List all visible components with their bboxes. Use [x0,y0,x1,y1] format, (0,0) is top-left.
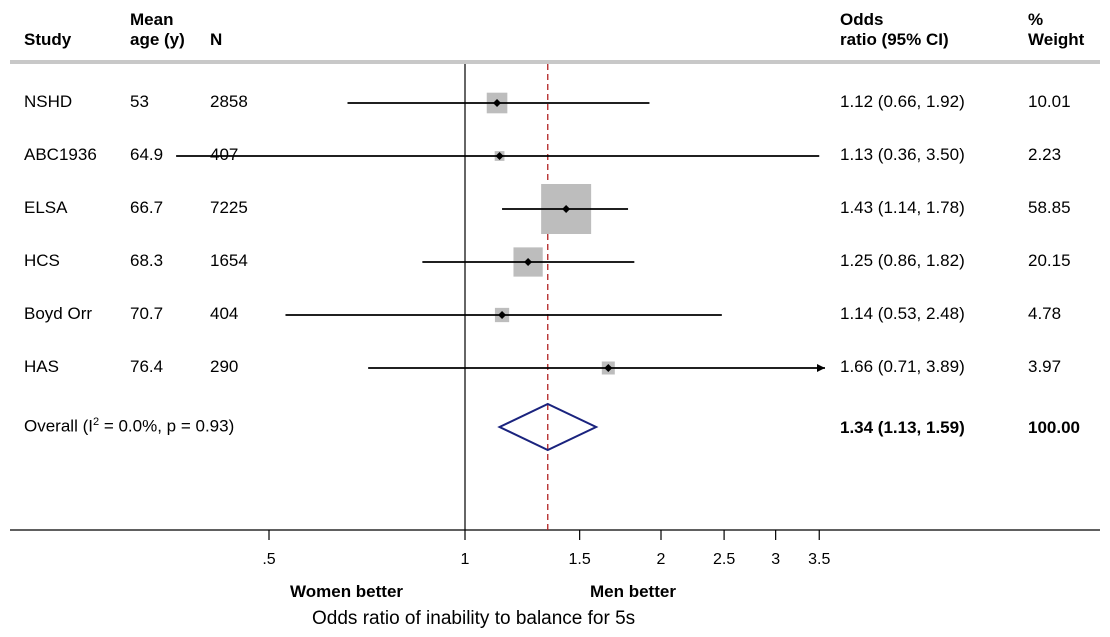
study-name: HCS [24,251,60,270]
x-tick-label: 3.5 [808,551,831,568]
study-n: 404 [210,304,239,323]
study-point-estimate [604,364,613,372]
x-tick-label: 2 [656,551,666,568]
study-or-ci: 1.14 (0.53, 2.48) [840,304,965,323]
study-weight: 20.15 [1028,251,1071,270]
study-weight: 10.01 [1028,92,1071,111]
x-tick-label: 1.5 [568,551,591,568]
overall-label-superscript: 2 [92,416,100,428]
x-tick-label: 2.5 [712,551,736,568]
study-weight: 58.85 [1028,198,1071,217]
x-tick-label: 3 [771,551,781,568]
study-mean-age: 66.7 [130,198,164,217]
men-better-label: Men better [590,582,676,601]
study-point-estimate [562,205,571,213]
overall-or-ci: 1.34 (1.13, 1.59) [840,418,965,437]
study-name: Boyd Orr [24,304,93,323]
study-weight: 4.78 [1028,304,1062,323]
study-point-estimate [524,258,533,266]
study-name: HAS [24,357,59,376]
header-odds-ratio-line1: Odds [840,10,884,29]
study-n: 407 [210,145,239,164]
study-point-estimate [493,99,502,107]
header-study: Study [24,30,72,49]
header-n: N [210,30,223,49]
study-n: 290 [210,357,239,376]
header-mean-age-line1: Mean [130,10,174,29]
study-weight: 2.23 [1028,145,1062,164]
study-n: 7225 [210,198,248,217]
x-tick-label: .5 [262,551,276,568]
study-mean-age: 64.9 [130,145,164,164]
overall-diamond [497,402,599,452]
study-mean-age: 53 [130,92,149,111]
study-ci-arrow [817,364,825,372]
study-point-estimate [498,311,507,319]
study-or-ci: 1.25 (0.86, 1.82) [840,251,965,270]
overall-label-suffix: = 0.0%, p = 0.93) [99,416,235,436]
study-n: 1654 [210,251,248,270]
study-weight: 3.97 [1028,357,1062,376]
header-odds-ratio-line2: ratio (95% CI) [840,30,949,49]
study-point-estimate [495,152,504,160]
header-mean-age-line2: age (y) [130,30,185,49]
study-or-ci: 1.66 (0.71, 3.89) [840,357,965,376]
overall-weight: 100.00 [1028,418,1080,437]
study-mean-age: 70.7 [130,304,164,323]
study-or-ci: 1.12 (0.66, 1.92) [840,92,965,111]
study-mean-age: 76.4 [130,357,164,376]
study-or-ci: 1.13 (0.36, 3.50) [840,145,965,164]
header-weight-line2: Weight [1028,30,1085,49]
study-name: ABC1936 [24,145,97,164]
study-or-ci: 1.43 (1.14, 1.78) [840,198,965,217]
study-name: ELSA [24,198,68,217]
women-better-label: Women better [290,582,404,601]
overall-label-prefix: Overall (I [24,416,93,436]
x-tick-label: 1 [460,551,470,568]
overall-label: Overall (I2 = 0.0%, p = 0.93) [24,416,234,437]
study-mean-age: 68.3 [130,251,164,270]
x-axis-title: Odds ratio of inability to balance for 5… [312,608,636,629]
study-name: NSHD [24,92,73,111]
header-weight-line1: % [1028,10,1044,29]
study-n: 2858 [210,92,248,111]
